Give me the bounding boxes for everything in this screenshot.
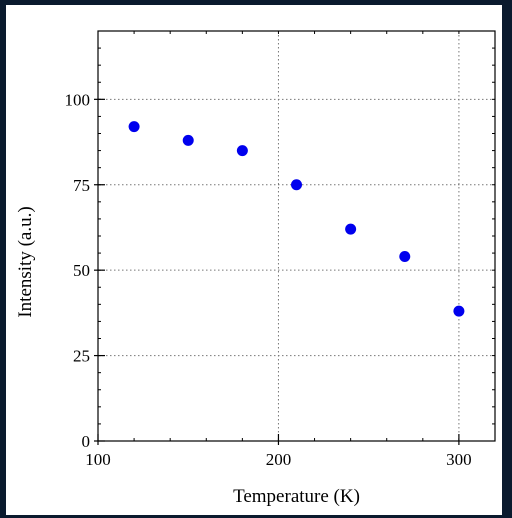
axis-ticks (94, 30, 496, 445)
y-axis-label: Intensity (a.u.) (15, 206, 36, 317)
data-point (453, 305, 465, 317)
data-point (128, 121, 140, 133)
data-points (128, 121, 465, 317)
y-tick-label: 25 (73, 347, 90, 366)
x-tick-label: 100 (85, 450, 111, 469)
y-tick-label: 50 (73, 261, 90, 280)
y-tick-label: 0 (82, 432, 91, 451)
data-point (291, 179, 302, 191)
grid-lines (98, 31, 495, 441)
plot-area-frame (97, 30, 496, 442)
y-tick-label: 75 (73, 176, 90, 195)
data-point (399, 251, 411, 262)
data-point (345, 223, 357, 235)
chart-background (6, 5, 502, 515)
data-point (236, 145, 248, 157)
tick-labels: 100 200 300 0 25 50 75 100 (65, 90, 472, 469)
y-tick-label: 100 (65, 90, 91, 109)
x-tick-label: 300 (446, 450, 472, 469)
x-tick-label: 200 (266, 450, 292, 469)
x-axis-label: Temperature (K) (233, 486, 360, 507)
data-point (182, 134, 194, 146)
